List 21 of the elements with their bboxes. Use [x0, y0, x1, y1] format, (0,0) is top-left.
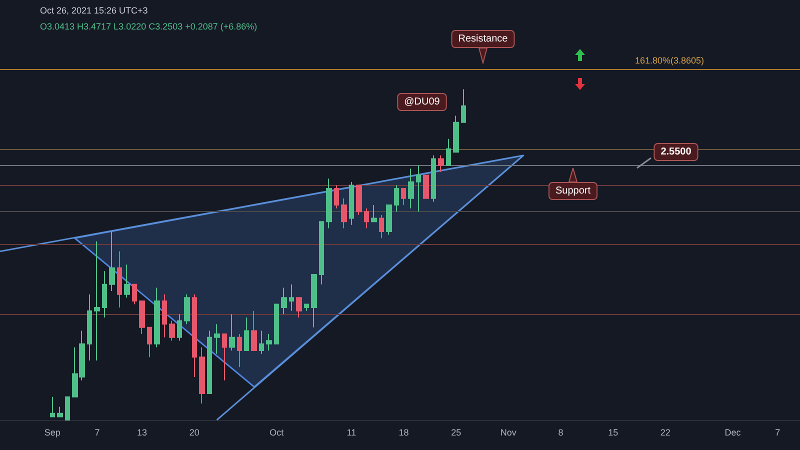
x-tick-label: 7 [775, 428, 780, 438]
x-tick-label: 7 [94, 428, 100, 438]
x-tick-label: 11 [346, 428, 356, 438]
x-tick-label: 18 [398, 428, 409, 438]
text: O3.0413 H3.4717 L3.0220 C3.2503 +0.2087 (+6.86%) [40, 22, 258, 32]
x-tick-label: Sep [44, 428, 60, 438]
x-tick-label: 8 [558, 428, 564, 438]
text: Oct 26, 2021 15:26 UTC+3 [40, 6, 148, 16]
x-tick-label: 13 [137, 428, 148, 438]
x-tick-label: 22 [660, 428, 670, 438]
text: 161.80%(3.8605) [635, 56, 704, 66]
annotation: 2.5500 [660, 146, 692, 158]
x-tick-label: 25 [451, 428, 462, 438]
x-tick-label: Nov [500, 428, 517, 438]
text: Resistance [458, 34, 508, 44]
x-tick-label: 20 [189, 428, 200, 438]
x-tick-label: Dec [724, 428, 742, 438]
x-tick-label: Oct [270, 428, 284, 438]
x-tick-label: 15 [608, 428, 618, 438]
annotation: Support [555, 186, 591, 196]
annotation: @DU09 [404, 96, 440, 108]
